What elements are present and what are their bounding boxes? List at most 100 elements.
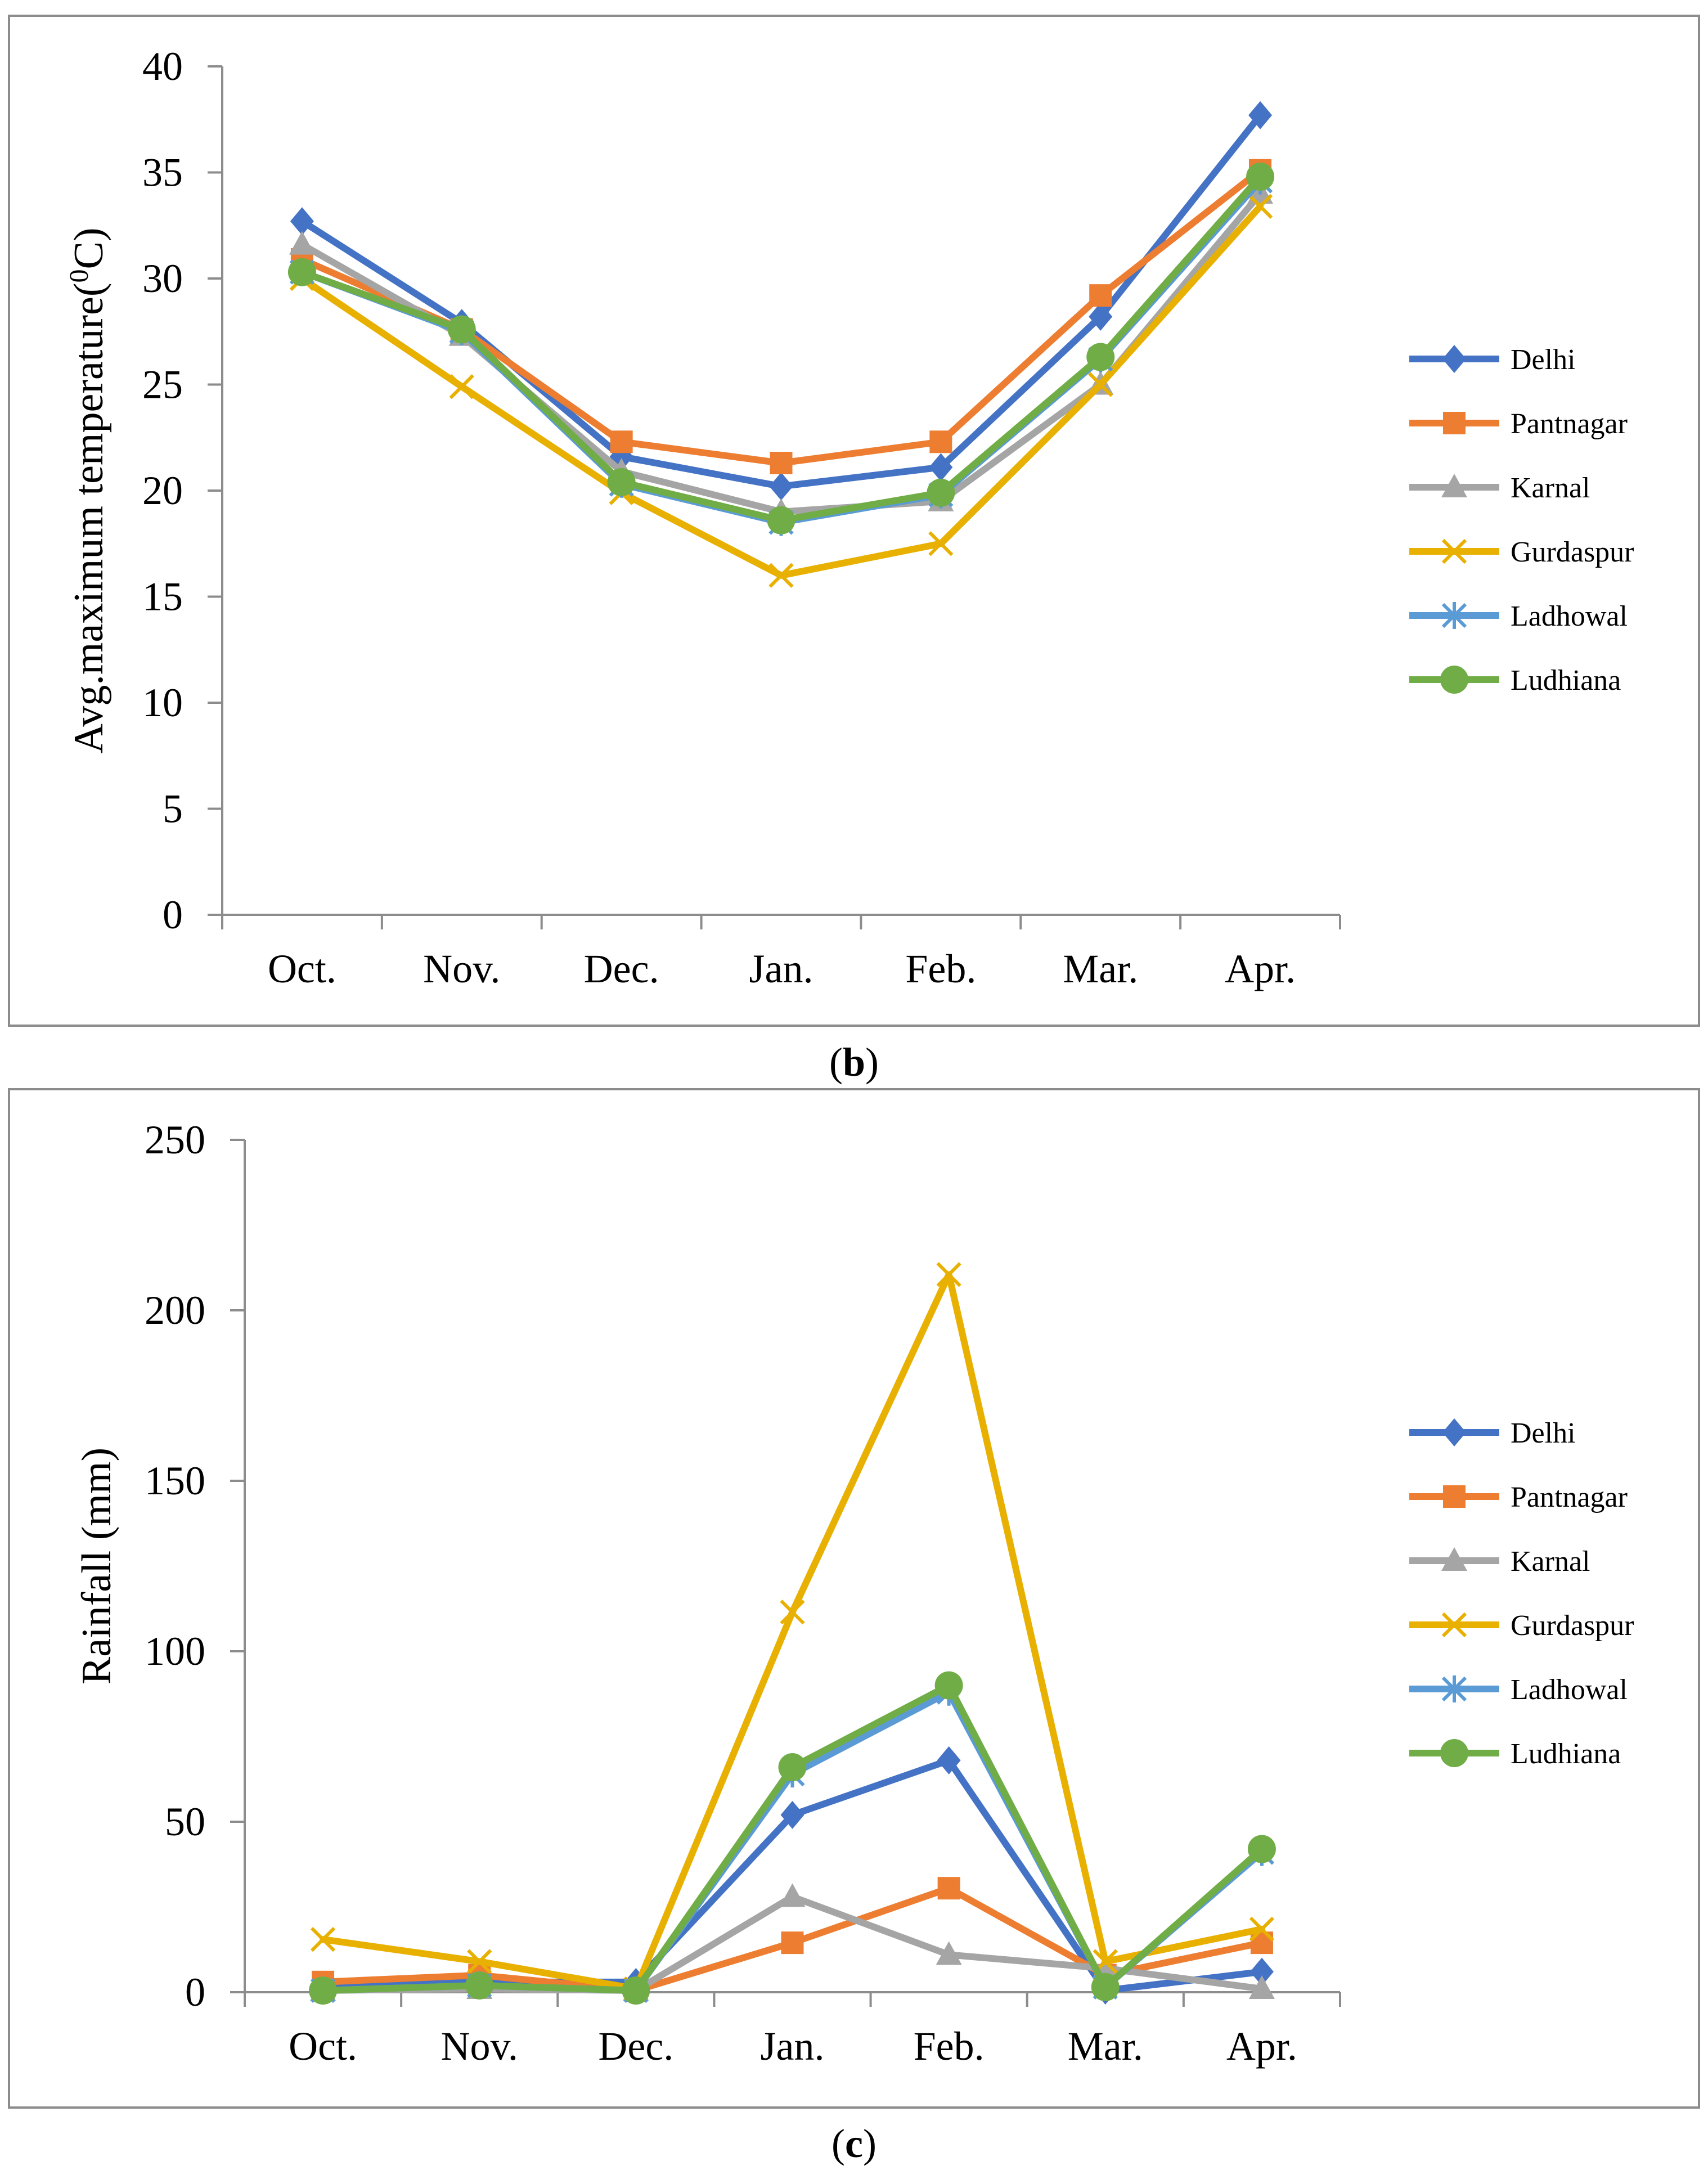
data-point-pantnagar	[610, 430, 633, 453]
y-tick-label: 20	[142, 468, 183, 513]
x-tick-label: Feb.	[914, 2024, 985, 2069]
legend-marker	[1442, 345, 1466, 373]
panel-b-frame	[8, 15, 1700, 1027]
y-axis-title: Rainfall (mm)	[74, 1448, 120, 1684]
x-tick-label: Jan.	[761, 2024, 825, 2069]
legend-label: Delhi	[1511, 1417, 1576, 1449]
data-point-gurdaspur	[310, 1926, 336, 1952]
data-point-delhi	[290, 207, 314, 236]
legend-marker	[1441, 1547, 1467, 1571]
legend-label: Delhi	[1511, 344, 1576, 376]
legend-marker	[1442, 1418, 1466, 1446]
x-tick-label: Dec.	[584, 946, 659, 991]
data-point-ludhiana	[465, 1971, 494, 2000]
data-point-ludhiana	[778, 1753, 807, 1782]
y-tick-label: 30	[142, 256, 183, 301]
x-tick-label: Nov.	[441, 2024, 518, 2069]
series-ludhiana	[287, 163, 1275, 534]
legend-item-gurdaspur: Gurdaspur	[1409, 1610, 1634, 1642]
legend-item-ludhiana: Ludhiana	[1409, 1738, 1621, 1770]
legend-label: Karnal	[1511, 472, 1590, 504]
chart-b: 0 5 10 15 20 25 30 35 40 Oct. Nov. Dec. Jan. Feb. Mar.…	[64, 44, 1634, 991]
y-tick-label: 40	[142, 44, 183, 89]
series-delhi	[290, 101, 1273, 501]
legend-label: Gurdaspur	[1511, 1610, 1634, 1642]
legend-marker	[1441, 1612, 1467, 1638]
data-point-pantnagar	[937, 1877, 960, 1900]
data-point-ludhiana	[767, 506, 795, 534]
legend-label: Gurdaspur	[1511, 536, 1634, 568]
data-point-gurdaspur	[928, 531, 954, 556]
legend-marker	[1440, 1739, 1468, 1767]
data-point-gurdaspur	[1249, 1916, 1275, 1942]
legend-marker	[1443, 1485, 1466, 1508]
y-tick-label: 50	[165, 1799, 205, 1844]
legend-item-ladhowal: Ladhowal	[1409, 1674, 1628, 1706]
y-tick-label: 100	[145, 1629, 205, 1674]
data-point-ludhiana	[1091, 1973, 1120, 2001]
x-tick-label: Jan.	[749, 946, 813, 991]
data-point-ludhiana	[447, 315, 476, 344]
legend: Delhi Pantnagar Karnal Gurdaspur Ladhowal Lud…	[1409, 344, 1634, 697]
legend-label: Ladhowal	[1511, 1674, 1628, 1706]
data-point-delhi	[929, 453, 953, 482]
x-tick-label: Oct.	[289, 2024, 357, 2069]
legend-label: Pantnagar	[1511, 408, 1628, 440]
legend-label: Pantnagar	[1511, 1481, 1628, 1513]
legend-item-delhi: Delhi	[1409, 344, 1576, 376]
data-point-karnal	[779, 1883, 806, 1907]
x-tick-label: Dec.	[598, 2024, 673, 2069]
data-point-ludhiana	[1247, 1835, 1276, 1863]
data-point-gurdaspur	[780, 1600, 805, 1625]
data-point-delhi	[780, 1800, 804, 1829]
data-point-gurdaspur	[1088, 372, 1113, 397]
y-tick-label: 25	[142, 362, 183, 407]
legend-item-karnal: Karnal	[1409, 472, 1590, 504]
data-point-delhi	[1248, 101, 1273, 129]
y-axis-title-text: Rainfall (mm)	[74, 1448, 120, 1684]
x-tick-label: Mar.	[1068, 2024, 1143, 2069]
legend-item-ludhiana: Ludhiana	[1409, 664, 1621, 697]
data-point-gurdaspur	[449, 374, 474, 399]
y-tick-label: 0	[163, 892, 183, 937]
panel-c-label: (c)	[831, 2121, 877, 2166]
panel-c-frame	[8, 1088, 1700, 2109]
legend-label: Ludhiana	[1511, 1738, 1621, 1770]
data-point-gurdaspur	[768, 563, 794, 588]
legend-item-ladhowal: Ladhowal	[1409, 600, 1628, 632]
data-point-pantnagar	[1089, 284, 1112, 307]
y-tick-label: 200	[145, 1288, 205, 1333]
y-tick-label: 15	[142, 574, 183, 619]
legend-item-karnal: Karnal	[1409, 1545, 1590, 1578]
y-tick-label: 5	[163, 787, 183, 832]
data-point-pantnagar	[770, 451, 793, 474]
legend-marker	[1443, 412, 1466, 434]
data-point-delhi	[769, 472, 793, 501]
panel-b-label: (b)	[829, 1040, 879, 1085]
data-point-ludhiana	[1246, 163, 1275, 191]
data-point-ludhiana	[934, 1671, 963, 1700]
x-tick-label: Apr.	[1226, 2024, 1297, 2069]
data-point-delhi	[937, 1746, 961, 1774]
x-tick-label: Feb.	[905, 946, 976, 991]
data-point-gurdaspur	[467, 1949, 492, 1974]
legend-marker	[1441, 1675, 1467, 1702]
data-point-ludhiana	[607, 468, 636, 496]
data-point-ludhiana	[287, 258, 316, 286]
data-point-delhi	[1089, 302, 1113, 331]
data-point-pantnagar	[929, 430, 952, 453]
data-point-ludhiana	[927, 478, 955, 507]
series-line-gurdaspur	[320, 1271, 1265, 1992]
legend-marker	[1441, 474, 1467, 497]
data-point-karnal	[1248, 1975, 1275, 1999]
y-axis-title-sup: 0	[64, 269, 94, 282]
y-axis-title-suffix: C)	[66, 227, 112, 269]
y-tick-label: 0	[185, 1970, 205, 2015]
legend-item-gurdaspur: Gurdaspur	[1409, 536, 1634, 568]
data-point-delhi	[1249, 1957, 1274, 1986]
data-point-ludhiana	[309, 1976, 338, 2005]
data-point-pantnagar	[781, 1931, 804, 1955]
series-ludhiana	[309, 1671, 1276, 2005]
x-tick-label: Oct.	[268, 946, 336, 991]
